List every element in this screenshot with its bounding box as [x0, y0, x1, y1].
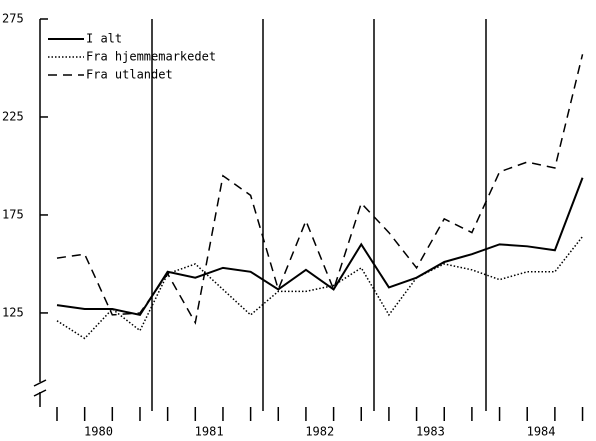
x-tick-label: 1983: [416, 425, 445, 439]
x-tick-label: 1980: [84, 425, 113, 439]
series-line: [56, 236, 584, 340]
y-tick-label: 175: [2, 207, 24, 221]
series-line: [56, 177, 584, 317]
series-line: [56, 54, 584, 325]
legend-label: Fra hjemmemarkedet: [86, 50, 216, 64]
x-tick-label: 1982: [305, 425, 334, 439]
y-tick-label: 125: [2, 305, 24, 319]
x-tick-label: 1984: [527, 425, 556, 439]
x-tick-label: 1981: [195, 425, 224, 439]
y-tick-label: 275: [2, 12, 24, 26]
legend-label: Fra utlandet: [86, 68, 173, 82]
axis-break: [33, 389, 47, 397]
y-tick-label: 225: [2, 109, 24, 123]
legend-label: I alt: [86, 32, 122, 46]
axis-break: [33, 379, 47, 387]
